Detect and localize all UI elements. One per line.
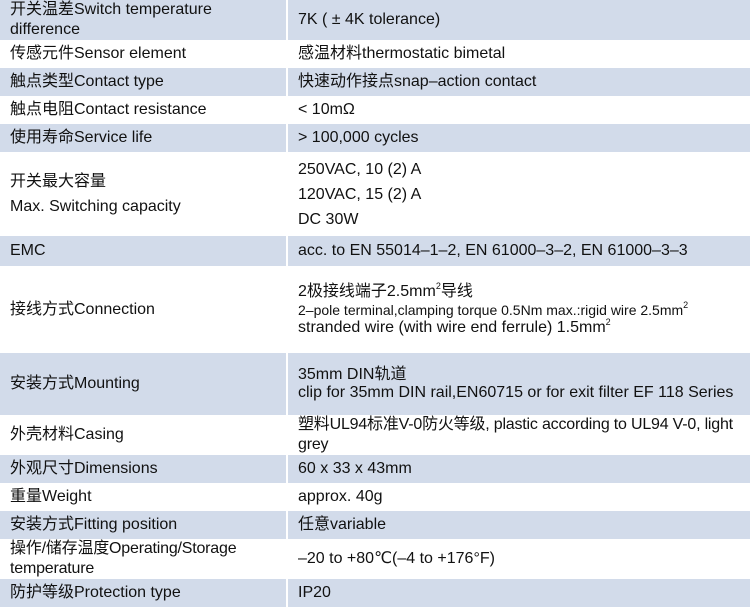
spec-key: 接线方式Connection [0, 266, 288, 353]
spec-row: 操作/储存温度Operating/Storage temperature –20… [0, 539, 750, 579]
spec-key: 传感元件Sensor element [0, 40, 288, 68]
spec-row: 触点类型Contact type 快速动作接点snap–action conta… [0, 68, 750, 96]
spec-row: 开关最大容量 Max. Switching capacity 250VAC, 1… [0, 152, 750, 236]
mounting-line-1: 35mm DIN轨道 [298, 366, 407, 383]
mounting-line-2: clip for 35mm DIN rail,EN60715 or for ex… [298, 384, 734, 401]
spec-value: 2极接线端子2.5mm2导线 2–pole terminal,clamping … [288, 266, 750, 353]
spec-value: < 10mΩ [288, 96, 750, 124]
spec-row: 安装方式Fitting position 任意variable [0, 511, 750, 539]
spec-key: 防护等级Protection type [0, 579, 288, 607]
spec-value: 快速动作接点snap–action contact [288, 68, 750, 96]
spec-key: 使用寿命Service life [0, 124, 288, 152]
spec-row: 外壳材料Casing 塑料UL94标准V-0防火等级, plastic acco… [0, 415, 750, 455]
spec-row: 防护等级Protection type IP20 [0, 579, 750, 607]
spec-row: 外观尺寸Dimensions 60 x 33 x 43mm [0, 455, 750, 483]
spec-key: 触点类型Contact type [0, 68, 288, 96]
spec-key-cn: 开关最大容量 [10, 173, 107, 190]
spec-key: 重量Weight [0, 483, 288, 511]
spec-key: 外壳材料Casing [0, 415, 288, 455]
capacity-line: DC 30W [298, 210, 359, 228]
connection-line-3: stranded wire (with wire end ferrule) 1.… [298, 316, 611, 336]
spec-key: 操作/储存温度Operating/Storage temperature [0, 539, 288, 579]
spec-row: 接线方式Connection 2极接线端子2.5mm2导线 2–pole ter… [0, 266, 750, 353]
spec-value: acc. to EN 55014–1–2, EN 61000–3–2, EN 6… [288, 236, 750, 266]
spec-key: 开关最大容量 Max. Switching capacity [0, 152, 288, 236]
spec-value: 塑料UL94标准V-0防火等级, plastic according to UL… [288, 415, 750, 455]
spec-value: 250VAC, 10 (2) A 120VAC, 15 (2) A DC 30W [288, 152, 750, 236]
spec-row: 传感元件Sensor element 感温材料thermostatic bime… [0, 40, 750, 68]
spec-key: EMC [0, 236, 288, 266]
spec-key: 安装方式Mounting [0, 353, 288, 415]
spec-key: 开关温差Switch temperature difference [0, 0, 288, 40]
spec-key-en: Max. Switching capacity [10, 198, 181, 215]
spec-value: 任意variable [288, 511, 750, 539]
spec-value: IP20 [288, 579, 750, 607]
spec-row: 使用寿命Service life > 100,000 cycles [0, 124, 750, 152]
spec-value: 7K ( ± 4K tolerance) [288, 0, 750, 40]
spec-value: 60 x 33 x 43mm [288, 455, 750, 483]
spec-value: 感温材料thermostatic bimetal [288, 40, 750, 68]
connection-line-2: 2–pole terminal,clamping torque 0.5Nm ma… [298, 299, 689, 318]
spec-key: 安装方式Fitting position [0, 511, 288, 539]
spec-value: > 100,000 cycles [288, 124, 750, 152]
connection-line-1: 2极接线端子2.5mm2导线 [298, 280, 473, 300]
spec-key: 触点电阻Contact resistance [0, 96, 288, 124]
spec-value: approx. 40g [288, 483, 750, 511]
spec-value: –20 to +80℃(–4 to +176°F) [288, 539, 750, 579]
spec-row: 开关温差Switch temperature difference 7K ( ±… [0, 0, 750, 40]
spec-row: 触点电阻Contact resistance < 10mΩ [0, 96, 750, 124]
spec-key: 外观尺寸Dimensions [0, 455, 288, 483]
spec-value: 35mm DIN轨道 clip for 35mm DIN rail,EN6071… [288, 353, 750, 415]
spec-row: 重量Weight approx. 40g [0, 483, 750, 511]
spec-row: EMC acc. to EN 55014–1–2, EN 61000–3–2, … [0, 236, 750, 266]
spec-row: 安装方式Mounting 35mm DIN轨道 clip for 35mm DI… [0, 353, 750, 415]
capacity-line: 120VAC, 15 (2) A [298, 185, 422, 203]
capacity-line: 250VAC, 10 (2) A [298, 160, 422, 178]
